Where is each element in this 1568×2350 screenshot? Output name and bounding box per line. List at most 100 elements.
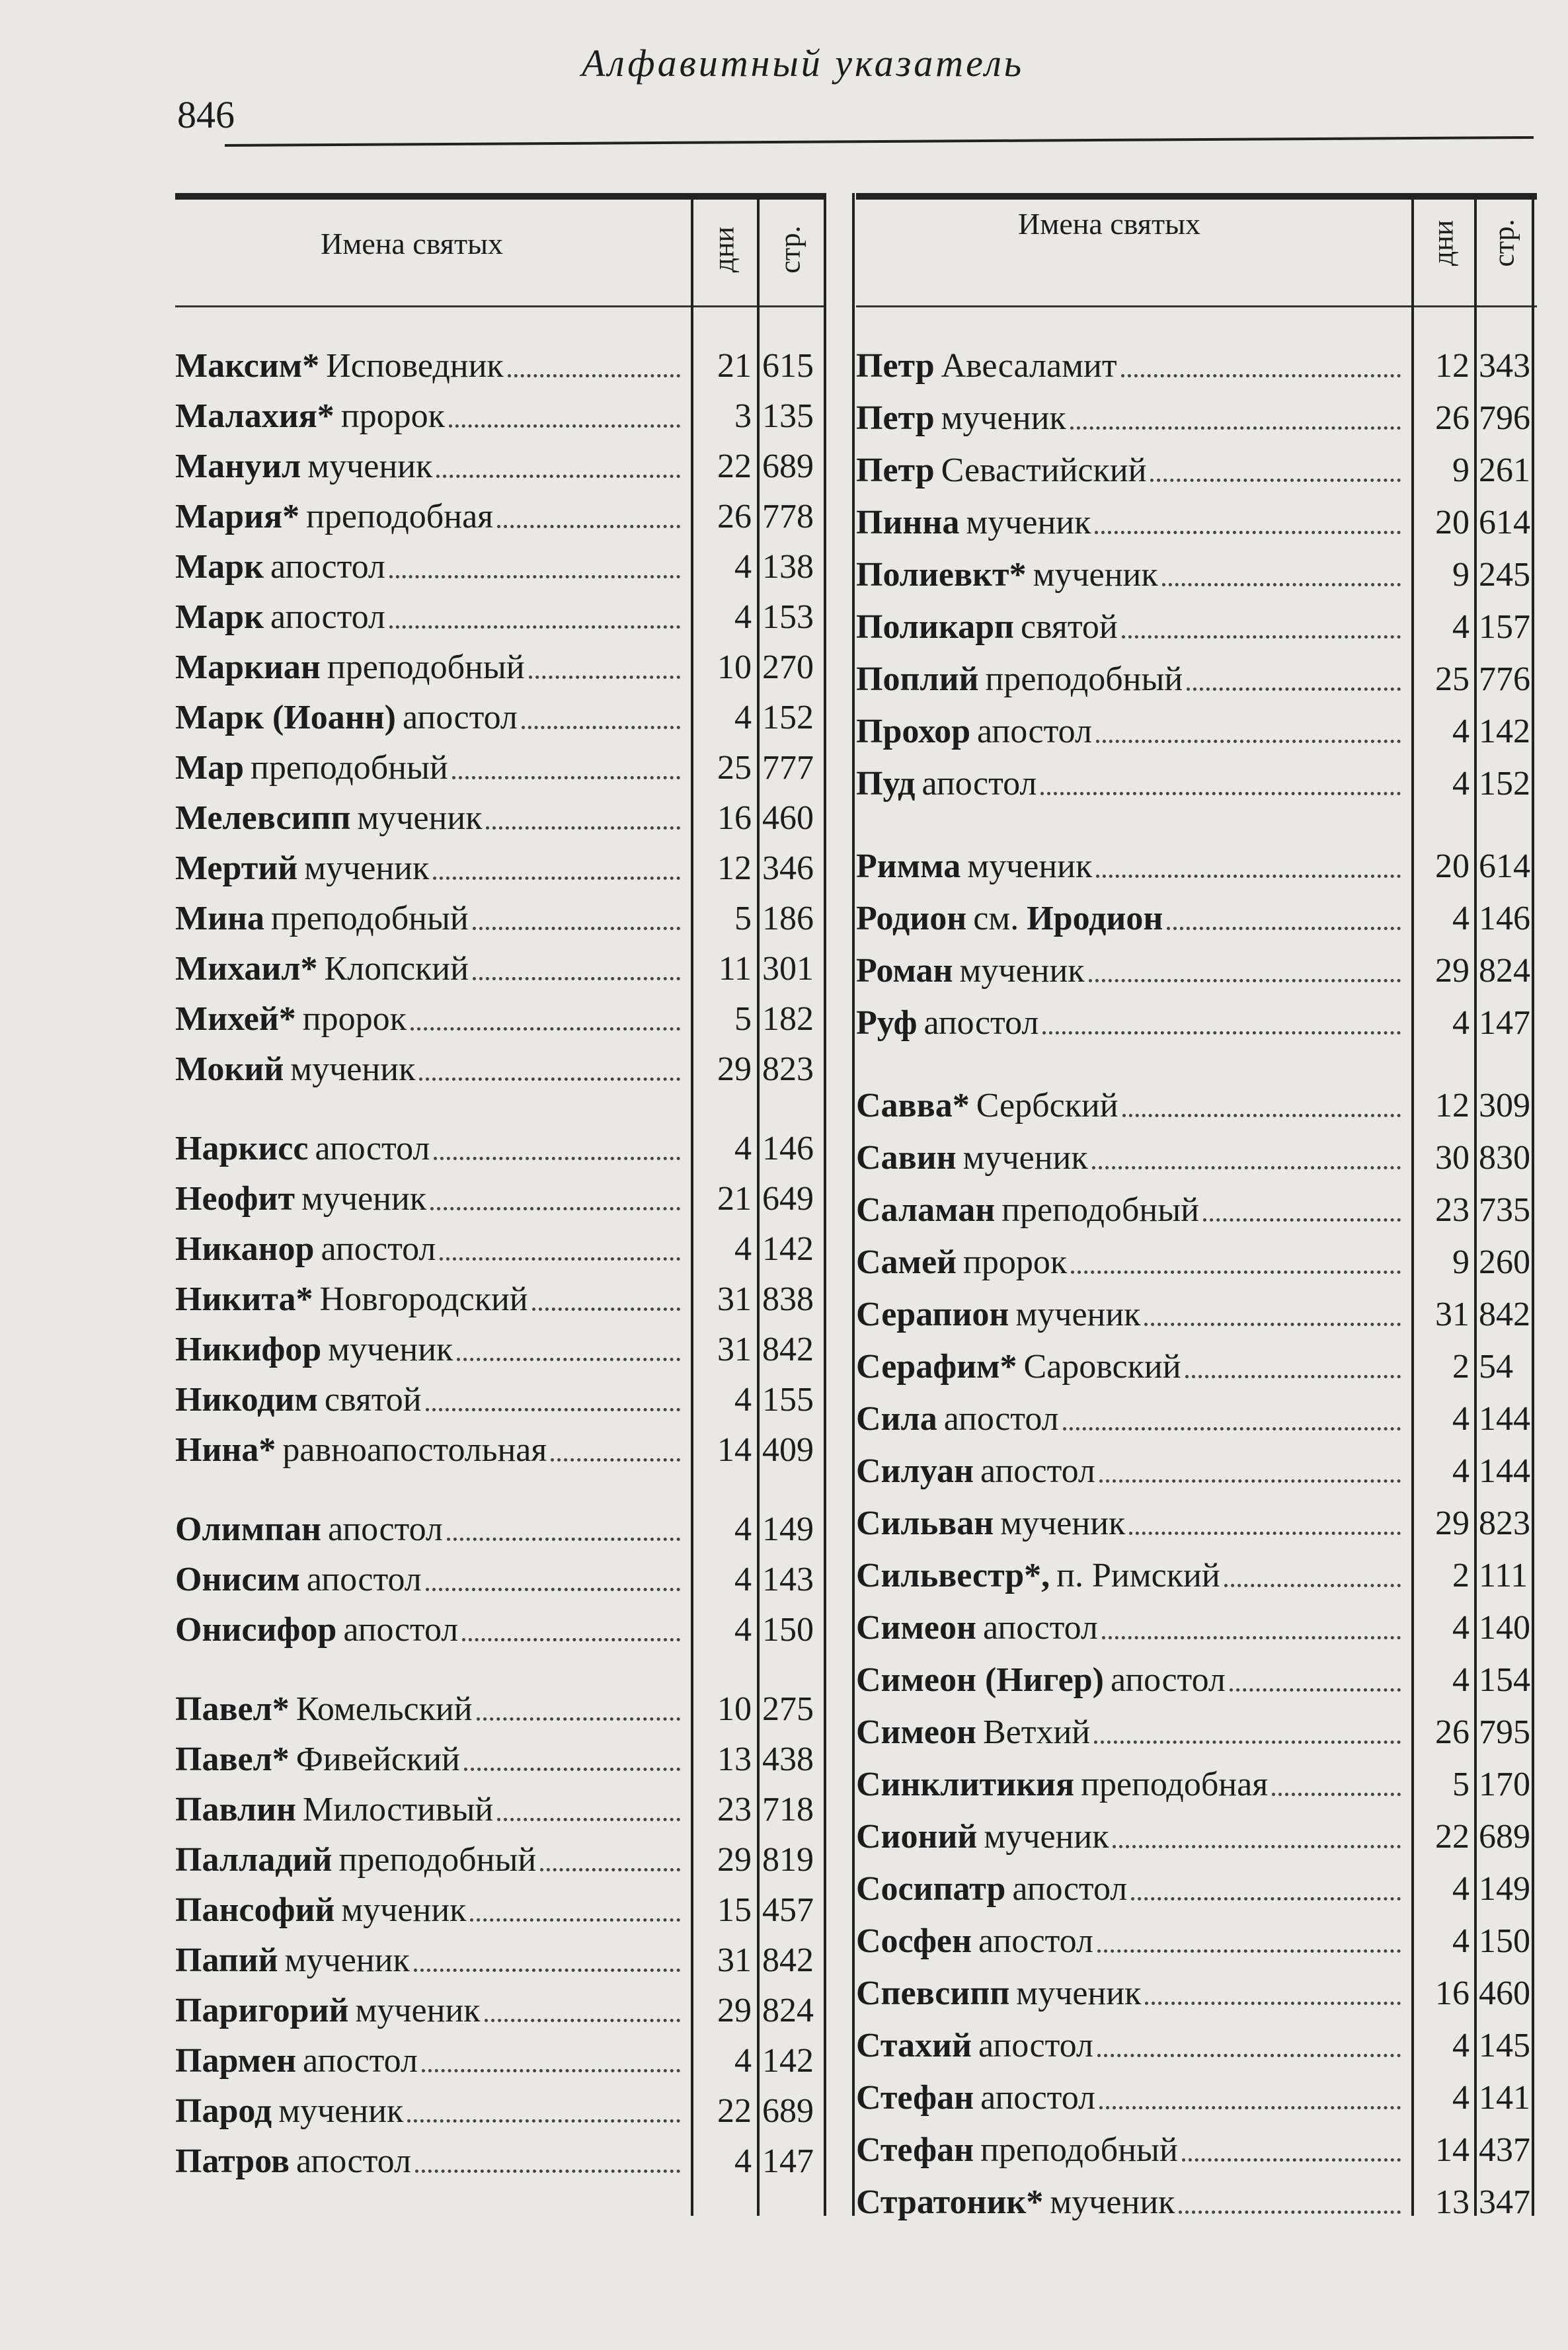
dot-leader [1131,1897,1401,1900]
entry-name-cell: Пармен апостол [175,2041,684,2080]
index-entry: Стратоник* мученик 13 347 [856,2172,1530,2222]
entry-name-cell: Спевсипп мученик [856,1974,1405,2013]
entry-name-cell: Саламан преподобный [856,1191,1405,1230]
entry-page: 155 [762,1381,814,1419]
index-entry: Мануил мученик 22 689 [175,436,814,486]
cross-reference: Иродион [1027,900,1163,937]
dot-leader [484,2019,680,2022]
saint-name: Синклитикия [856,1766,1075,1803]
saint-name: Никита* [175,1280,313,1318]
entry-name-cell: Стратоник* мученик [856,2183,1405,2222]
saint-name: Серафим* [856,1348,1017,1386]
index-entry: Парод мученик 22 689 [175,2080,814,2131]
saint-description: преподобная [306,498,494,535]
dot-leader [1101,1636,1401,1639]
entry-name-cell: Петр Севастийский [856,451,1405,490]
column-divider [1474,193,1477,2216]
entry-name-cell: Симеон Ветхий [856,1713,1405,1752]
entry-day: 11 [718,950,752,988]
saint-name: Неофит [175,1180,295,1218]
entry-name-cell: Максим* Исповедник [175,346,684,385]
entry-name-cell: Патров апостол [175,2142,684,2181]
dot-leader [389,575,680,578]
saint-name: Мертий [175,849,298,887]
saint-description: апостол [315,1130,430,1167]
index-entry: Симеон Ветхий 26 795 [856,1702,1530,1752]
entry-day: 13 [1435,2183,1470,2221]
table-top-rule [856,193,1537,200]
index-entry: Роман мученик 29 824 [856,940,1530,990]
column-divider [691,193,693,2216]
saint-name: Никодим [175,1381,318,1419]
entry-name-cell: Сильвестр*, п. Римский [856,1556,1405,1595]
saint-name: Пуд [856,765,916,803]
entry-day: 4 [734,2142,752,2180]
dot-leader [521,726,680,729]
saint-name: Маркиан [175,648,321,686]
index-entry: Павлин Милостивый 23 718 [175,1779,814,1829]
dot-leader [410,1027,680,1031]
saint-description: Исповедник [326,347,504,385]
entry-page: 842 [762,1331,814,1368]
dot-leader [1094,1741,1401,1744]
entry-page: 153 [762,598,814,636]
entry-day: 4 [1452,1004,1470,1042]
dot-leader [528,676,680,679]
saint-description: мученик [1050,2183,1175,2221]
index-entry: Михей* пророк 5 182 [175,988,814,1038]
index-entry: Мина преподобный 5 186 [175,888,814,938]
entry-name-cell: Паригорий мученик [175,1991,684,2030]
dot-leader [1095,531,1401,534]
header-pages: стр. [773,225,806,274]
saint-name: Михаил* [175,950,318,988]
entry-name-cell: Самей пророк [856,1243,1405,1282]
dot-leader [1129,1532,1401,1535]
saint-description: мученик [966,504,1091,541]
entry-name-cell: Родион см. Иродион [856,899,1405,938]
saint-name: Поплий [856,660,979,698]
index-entry: Пармен апостол 4 142 [175,2030,814,2080]
saint-name: Родион [856,900,967,937]
dot-leader [497,1818,680,1821]
entry-day: 4 [734,1611,752,1649]
entry-name-cell: Мария* преподобная [175,497,684,536]
dot-leader [389,625,680,629]
entry-page: 146 [1479,900,1530,937]
entry-name-cell: Прохор апостол [856,712,1405,751]
dot-leader [1185,1375,1401,1378]
saint-description: преподобный [271,900,469,937]
dot-leader [425,1588,680,1591]
entry-page: 170 [1479,1766,1530,1803]
entry-day: 4 [734,1230,752,1268]
saint-description: равноапостольная [282,1431,547,1469]
entry-name-cell: Серапион мученик [856,1295,1405,1334]
index-entry: Спевсипп мученик 16 460 [856,1963,1530,2013]
index-entry: Силуан апостол 4 144 [856,1440,1530,1491]
saint-name: Максим* [175,347,320,385]
saint-name: Павлин [175,1791,296,1828]
entry-page: 142 [762,2042,814,2080]
saint-description: апостол [978,1922,1093,1960]
saint-name: Наркисс [175,1130,309,1167]
entry-page: 144 [1479,1400,1530,1438]
entry-name-cell: Петр Авесаламит [856,346,1405,385]
entry-day: 12 [1435,347,1470,385]
dot-leader [1099,2106,1401,2109]
saint-name: Мануил [175,448,301,485]
entry-name-cell: Онисифор апостол [175,1610,684,1649]
entry-day: 16 [717,799,752,837]
saint-name: Пармен [175,2042,297,2080]
saint-description: апостол [296,2142,411,2180]
entry-day: 23 [717,1791,752,1828]
index-table-left: Имена святых дни стр. Максим* Исповедник 2… [175,193,826,2216]
entry-day: 25 [1435,660,1470,698]
dot-leader [531,1308,680,1311]
entry-day: 4 [734,699,752,736]
saint-description: Милостивый [302,1791,494,1828]
saint-name: Стефан [856,2131,974,2169]
entry-day: 31 [717,1280,752,1318]
entry-name-cell: Полиевкт* мученик [856,555,1405,594]
entry-page: 152 [762,699,814,736]
index-entry: Маркиан преподобный 10 270 [175,637,814,687]
entry-day: 9 [1452,556,1470,594]
